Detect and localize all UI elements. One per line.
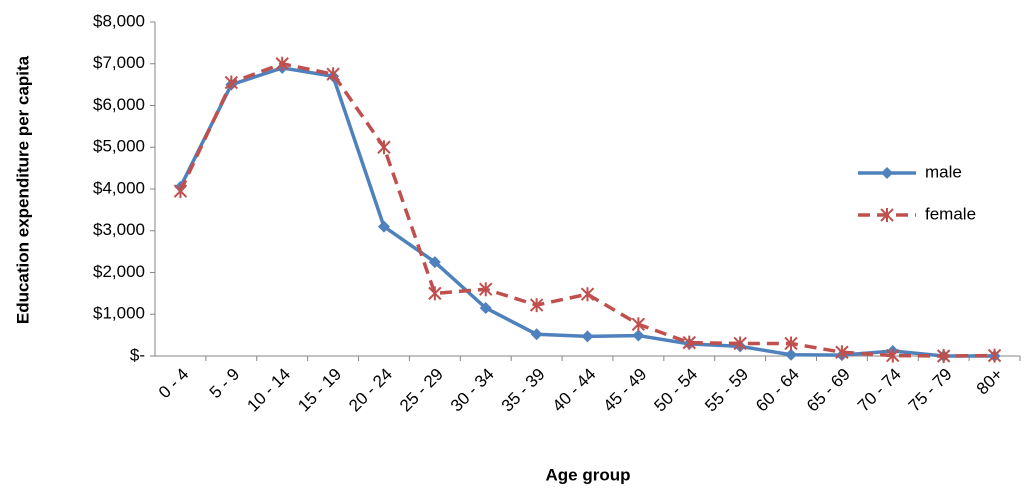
point — [428, 256, 441, 269]
x-tick-label: 15 - 19 — [294, 365, 345, 416]
x-tick-label: 45 - 49 — [600, 365, 651, 416]
point — [785, 348, 798, 361]
point — [880, 208, 894, 222]
point — [529, 298, 544, 313]
x-tick-label: 25 - 29 — [396, 365, 447, 416]
point — [784, 336, 798, 351]
series-line — [178, 66, 995, 358]
point — [530, 328, 543, 341]
point — [173, 184, 188, 199]
x-tick-label: 80+ — [973, 365, 1007, 399]
legend-label: male — [925, 162, 962, 181]
point — [886, 348, 900, 363]
y-tick-label: $4,000 — [93, 178, 145, 197]
y-tick-label: $1,000 — [93, 304, 145, 323]
point — [682, 335, 696, 350]
x-tick-label: 5 - 9 — [206, 365, 243, 402]
x-tick-label: 50 - 54 — [650, 365, 701, 416]
x-tick-label: 35 - 39 — [498, 365, 549, 416]
point — [275, 56, 289, 71]
y-tick-label: $7,000 — [93, 53, 145, 72]
x-tick-label: 20 - 24 — [345, 365, 396, 416]
x-tick-label: 75 - 79 — [905, 365, 956, 416]
point — [479, 282, 493, 297]
y-tick-label: $3,000 — [93, 220, 145, 239]
x-tick-label: 0 - 4 — [155, 365, 192, 402]
point — [581, 330, 594, 343]
point — [936, 349, 951, 363]
point — [987, 348, 1002, 363]
point — [428, 286, 442, 301]
x-tick-label: 10 - 14 — [243, 365, 294, 416]
point — [377, 140, 391, 155]
point — [377, 220, 390, 233]
y-axis-title: Education expenditure per capita — [13, 55, 32, 324]
point — [835, 345, 849, 360]
x-tick-label: 40 - 44 — [549, 365, 600, 416]
x-tick-label: 30 - 34 — [447, 365, 498, 416]
x-tick-label: 60 - 64 — [752, 365, 803, 416]
y-tick-label: $- — [130, 345, 145, 364]
point — [881, 167, 893, 179]
point — [479, 301, 492, 314]
y-tick-label: $8,000 — [93, 11, 145, 30]
series-line — [178, 62, 995, 358]
point — [733, 336, 747, 351]
x-tick-label: 70 - 74 — [854, 365, 905, 416]
point — [580, 287, 595, 302]
y-tick-label: $2,000 — [93, 262, 145, 281]
x-tick-label: 55 - 59 — [701, 365, 752, 416]
y-tick-label: $5,000 — [93, 137, 145, 156]
point — [631, 317, 646, 332]
point — [224, 75, 239, 90]
x-tick-label: 65 - 69 — [803, 365, 854, 416]
y-tick-label: $6,000 — [93, 95, 145, 114]
point — [632, 329, 645, 342]
x-axis-title: Age group — [546, 465, 631, 484]
point — [326, 67, 340, 82]
legend-label: female — [925, 204, 976, 223]
